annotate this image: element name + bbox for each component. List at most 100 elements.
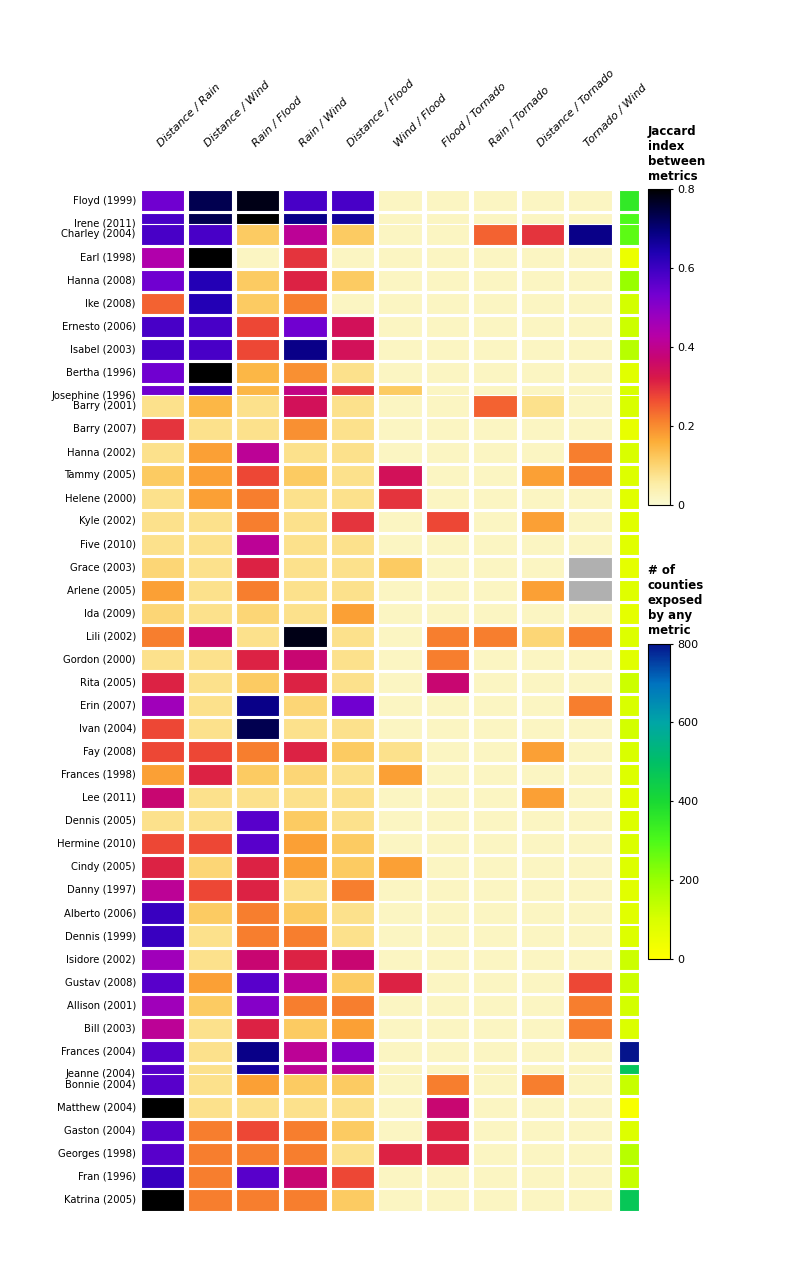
Bar [235,1017,280,1039]
Bar [425,1041,470,1061]
Bar [473,395,517,416]
Bar [378,487,422,509]
Bar [425,810,470,832]
Bar [425,395,470,416]
Bar [330,649,375,670]
Bar [140,1143,185,1165]
Bar [619,223,639,245]
Bar [473,385,517,406]
Bar [378,557,422,578]
Bar [140,1064,185,1085]
Bar [330,270,375,292]
Bar [188,557,232,578]
Bar [520,511,565,531]
Bar [235,1143,280,1165]
Bar [283,191,327,212]
Bar [330,810,375,832]
Bar [378,1017,422,1039]
Bar [235,1041,280,1061]
Bar [619,787,639,809]
Bar [378,293,422,314]
Bar [330,1064,375,1085]
Bar [473,695,517,717]
Bar [283,464,327,486]
Bar [330,395,375,416]
Bar [330,339,375,360]
Bar [330,534,375,555]
Bar [140,1074,185,1095]
Bar [188,1064,232,1085]
Bar [378,1097,422,1118]
Bar [235,579,280,601]
Bar [378,718,422,740]
Bar [619,534,639,555]
Bar [619,464,639,486]
Bar [330,1121,375,1141]
Bar [378,362,422,384]
Bar [378,191,422,212]
Bar [188,649,232,670]
Bar [283,534,327,555]
Bar [619,626,639,647]
Bar [330,972,375,993]
Bar [283,718,327,740]
Bar [568,880,612,901]
Bar [140,787,185,809]
Bar [473,972,517,993]
Bar [140,385,185,406]
Bar [568,1097,612,1118]
Bar [520,1143,565,1165]
Bar [619,857,639,877]
Bar [140,833,185,854]
Bar [188,671,232,693]
Bar [568,603,612,623]
Bar [425,1143,470,1165]
Bar [619,270,639,292]
Bar [473,741,517,762]
Bar [283,270,327,292]
Bar [425,902,470,924]
Bar [283,1097,327,1118]
Bar [520,1064,565,1085]
Bar [425,925,470,946]
Bar [330,487,375,509]
Bar [188,270,232,292]
Bar [235,880,280,901]
Bar [188,1097,232,1118]
Bar [425,1097,470,1118]
Bar [378,857,422,877]
Bar [619,994,639,1016]
Bar [568,270,612,292]
Bar [473,765,517,785]
Bar [188,1074,232,1095]
Bar [140,695,185,717]
Bar [473,1041,517,1061]
Bar [140,949,185,969]
Bar [283,671,327,693]
Bar [283,487,327,509]
Bar [235,385,280,406]
Bar [520,316,565,337]
Bar [568,649,612,670]
Bar [235,1097,280,1118]
Bar [188,765,232,785]
Bar [188,880,232,901]
Bar [378,1121,422,1141]
Bar [188,191,232,212]
Bar [568,902,612,924]
Bar [619,1143,639,1165]
Bar [473,442,517,463]
Bar [378,419,422,439]
Bar [473,419,517,439]
Bar [473,247,517,268]
Bar [473,579,517,601]
Bar [378,833,422,854]
Bar [188,395,232,416]
Bar [619,316,639,337]
Bar [330,247,375,268]
Bar [378,511,422,531]
Bar [619,1121,639,1141]
Bar [425,464,470,486]
Bar [520,395,565,416]
Bar [473,487,517,509]
